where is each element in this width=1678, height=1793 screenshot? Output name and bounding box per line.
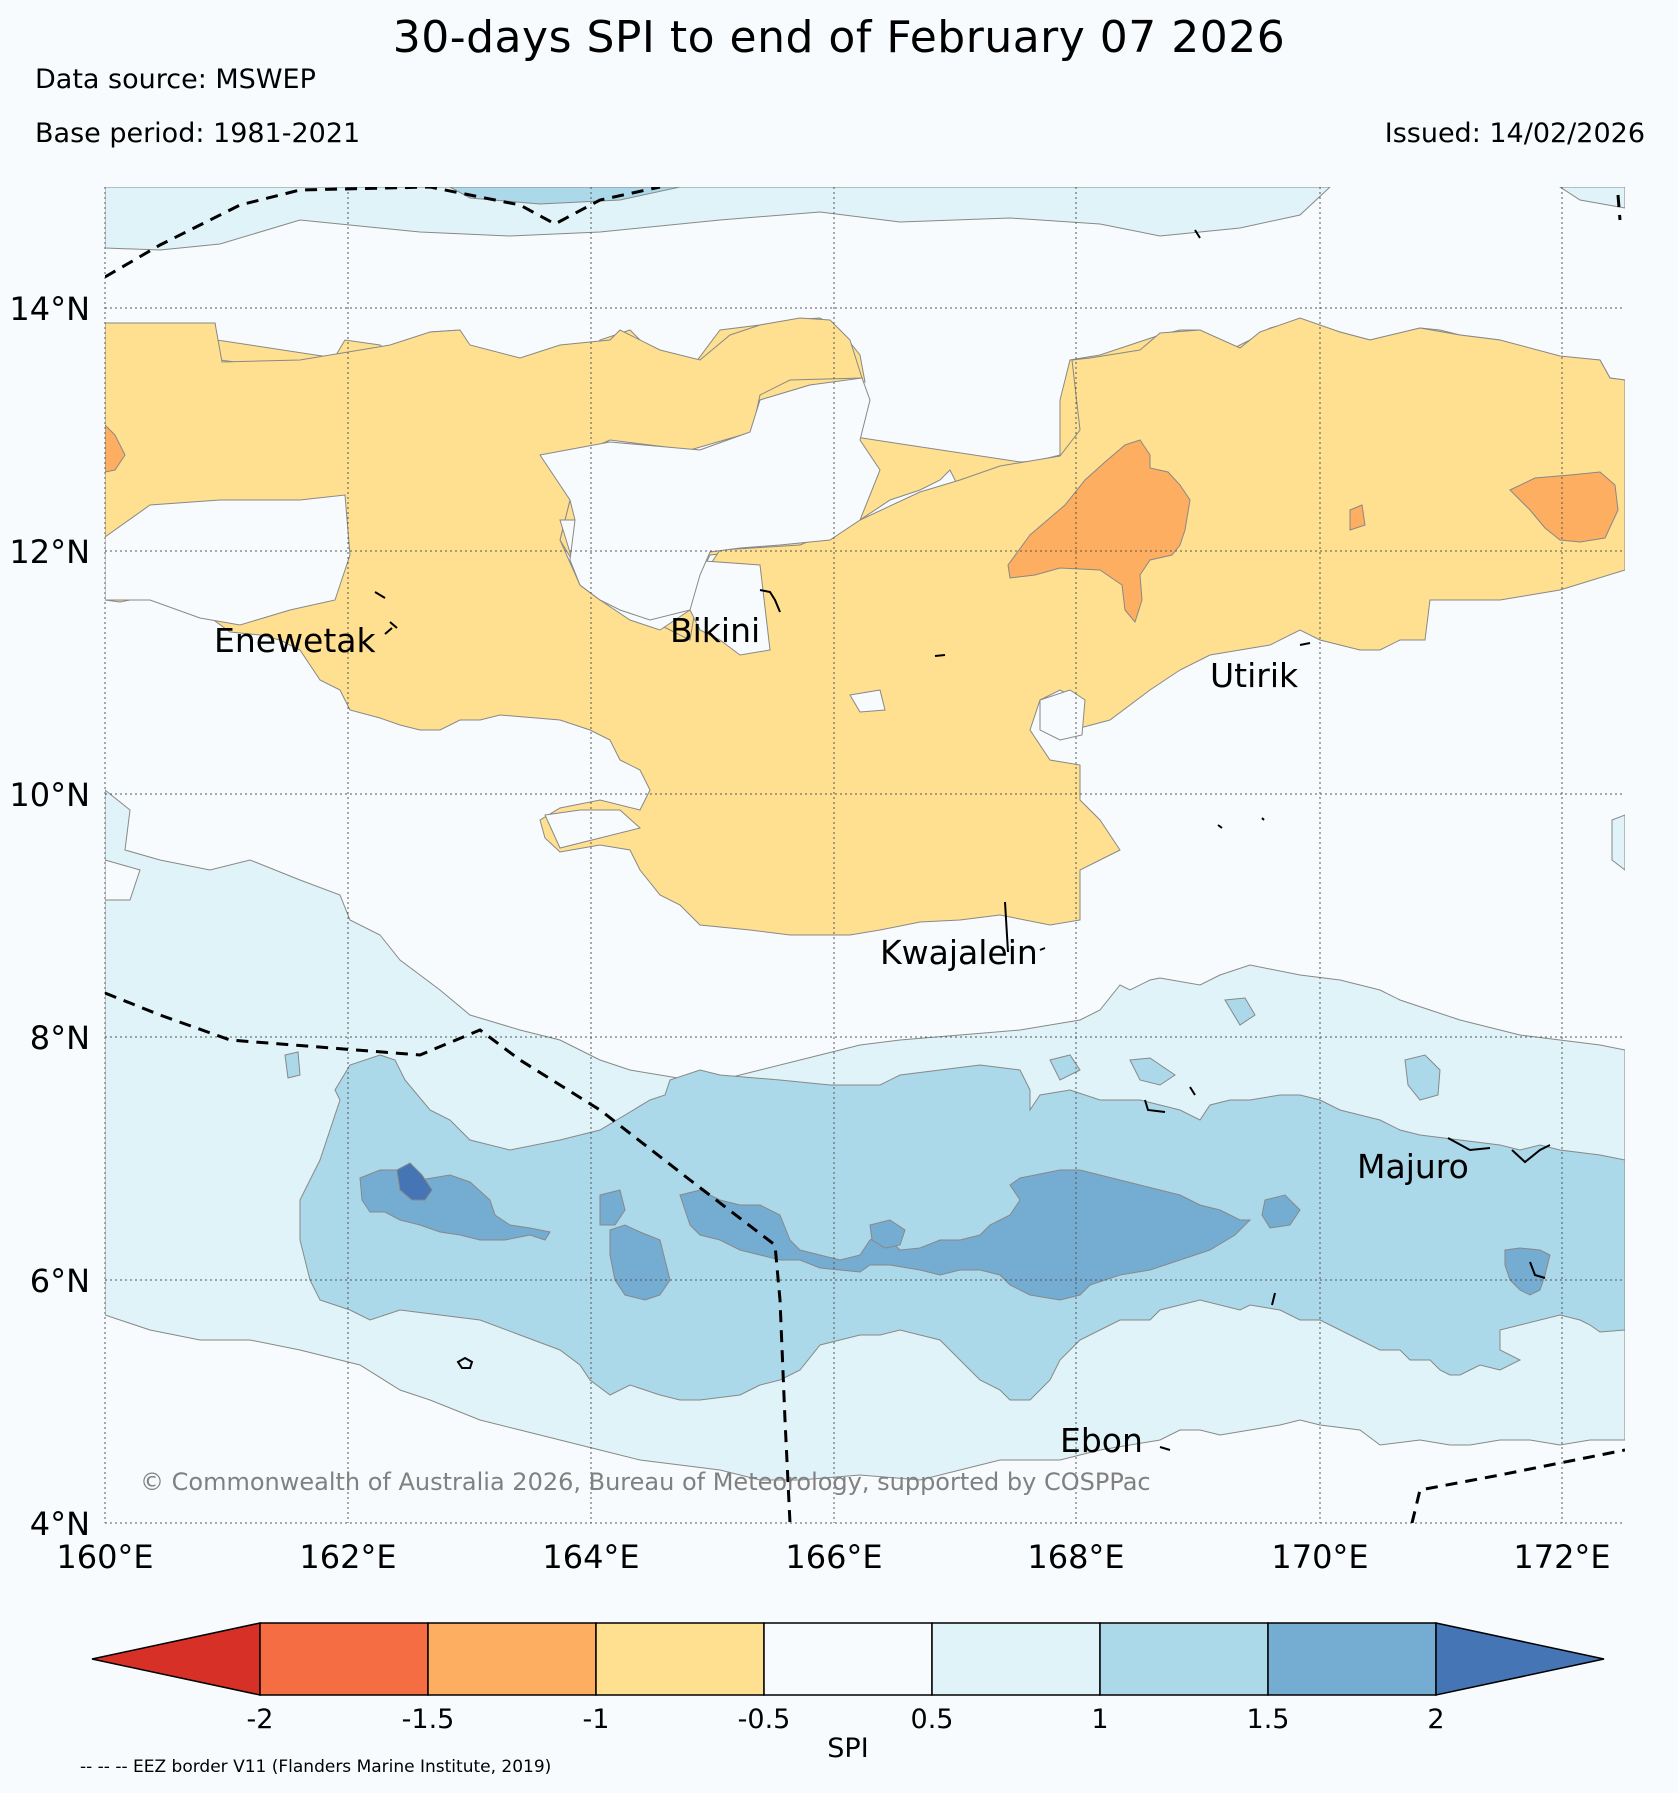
colorbar-segment-below-minus2: [91, 1622, 261, 1696]
lon-label-170: 170°E: [1271, 1538, 1368, 1576]
lon-label-160: 160°E: [56, 1538, 153, 1576]
colorbar-tick-minus1: -1: [583, 1704, 610, 1735]
colorbar: [91, 1622, 1605, 1696]
colorbar-segment-minus2-minus1.5: [259, 1622, 429, 1696]
place-label-ebon: Ebon: [1060, 1421, 1143, 1460]
place-label-kwajalein: Kwajalein: [880, 933, 1038, 972]
island-kwajalein-atoll: [1004, 901, 1046, 953]
island-atoll-misc-1: [1144, 1086, 1196, 1113]
island-atoll-misc-4: [1194, 229, 1265, 829]
island-ebon-outline: [1159, 1446, 1171, 1451]
wet-high-contour-top: [449, 187, 681, 205]
colorbar-segment-1-1.5: [1099, 1622, 1269, 1696]
copyright-notice: © Commonwealth of Australia 2026, Bureau…: [140, 1468, 1151, 1496]
colorbar-segment-minus1-minus0.5: [595, 1622, 765, 1696]
colorbar-label: SPI: [827, 1733, 868, 1764]
eez-border-north: [105, 187, 661, 279]
wet-high-patch-3: [1404, 1054, 1441, 1101]
lon-label-162: 162°E: [299, 1538, 396, 1576]
island-enewetak-outline: [374, 591, 398, 635]
lat-label-14: 14°N: [9, 290, 90, 328]
longitude-labels: 160°E 162°E 164°E 166°E 168°E 170°E 172°…: [56, 1538, 1610, 1576]
colorbar-tick-minus1.5: -1.5: [402, 1704, 455, 1735]
colorbar-segment-above-2: [1435, 1622, 1605, 1696]
latitude-labels: 4°N 6°N 8°N 10°N 12°N 14°N: [9, 290, 90, 1543]
wet-high-patch-4: [1224, 997, 1256, 1026]
island-atoll-misc-2: [1271, 1261, 1546, 1306]
colorbar-tick-1.5: 1.5: [1247, 1704, 1290, 1735]
wet-contour-topright: [1559, 187, 1625, 209]
dry-contour-central: [105, 317, 1625, 936]
place-label-bikini: Bikini: [670, 611, 760, 650]
issued-date-label: Issued: 14/02/2026: [1384, 118, 1645, 149]
wet-very-high-contour-mid2: [869, 1219, 906, 1249]
colorbar-tick-0.5: 0.5: [911, 1704, 954, 1735]
wet-very-high-contour-west: [609, 1224, 671, 1301]
colorbar-segment-minus1.5-minus1: [427, 1622, 597, 1696]
eez-border-south: [1410, 1448, 1625, 1523]
dry-severe-contour-small: [1349, 504, 1366, 531]
wet-very-high-contour-east: [1261, 1194, 1301, 1229]
lat-label-4: 4°N: [30, 1505, 90, 1543]
wet-very-high-contour-farright: [1504, 1247, 1551, 1296]
normal-pocket-marshall-w: [105, 859, 141, 901]
dry-severe-contour-right: [1509, 471, 1619, 543]
data-source-label: Data source: MSWEP: [35, 64, 316, 95]
eez-border-topright: [1616, 194, 1622, 221]
wet-extreme-contour: [396, 1162, 433, 1201]
island-outlines: [374, 229, 1551, 1451]
colorbar-tick-1: 1: [1091, 1704, 1108, 1735]
eez-border-west: [105, 991, 792, 1523]
wet-high-patch-2: [1129, 1057, 1176, 1086]
normal-pocket-lower-left: [544, 809, 642, 849]
place-label-majuro: Majuro: [1357, 1147, 1469, 1186]
lat-label-10: 10°N: [9, 776, 90, 814]
eez-borders: [105, 187, 1625, 1523]
place-label-enewetak: Enewetak: [214, 621, 377, 660]
colorbar-segment-1.5-2: [1267, 1622, 1437, 1696]
lat-label-8: 8°N: [30, 1019, 90, 1057]
place-labels: Enewetak Bikini Utirik Kwajalein Majuro …: [214, 611, 1469, 1460]
lat-label-12: 12°N: [9, 533, 90, 571]
wet-contour-right-edge: [1611, 814, 1625, 871]
colorbar-tick-minus0.5: -0.5: [738, 1704, 791, 1735]
normal-pocket-kwajalein-n: [1039, 689, 1086, 741]
island-majuro-outline: [1447, 1137, 1551, 1164]
colorbar-segment-minus0.5-0.5: [763, 1622, 933, 1696]
wet-high-patch-5: [284, 1051, 301, 1079]
colorbar-ticks: -2 -1.5 -1 -0.5 0.5 1 1.5 2 SPI: [247, 1704, 1445, 1764]
place-label-utirik: Utirik: [1210, 656, 1299, 695]
island-atoll-misc-3: [456, 1356, 474, 1369]
lon-label-164: 164°E: [542, 1538, 639, 1576]
island-utirik-outline: [1299, 642, 1311, 646]
base-period-label: Base period: 1981-2021: [35, 118, 361, 149]
normal-pocket-north: [539, 377, 881, 621]
gridlines: [104, 187, 1625, 1524]
island-kwajalein-outline: [934, 654, 946, 657]
lon-label-168: 168°E: [1027, 1538, 1124, 1576]
dry-severe-contour-center: [1007, 439, 1191, 624]
wet-very-high-contour-small1: [599, 1189, 626, 1226]
lon-label-166: 166°E: [785, 1538, 882, 1576]
colorbar-tick-minus2: -2: [247, 1704, 274, 1735]
dry-severe-contour-left: [105, 424, 126, 473]
map-title: 30-days SPI to end of February 07 2026: [392, 12, 1286, 63]
wet-high-patch-1: [1049, 1054, 1081, 1081]
wet-high-contour: [299, 1054, 1625, 1401]
island-bikini-outline: [759, 589, 781, 613]
lat-label-6: 6°N: [30, 1262, 90, 1300]
lon-label-172: 172°E: [1513, 1538, 1610, 1576]
colorbar-segment-0.5-1: [931, 1622, 1101, 1696]
eez-footnote: -- -- -- EEZ border V11 (Flanders Marine…: [80, 1757, 552, 1777]
colorbar-tick-2: 2: [1427, 1704, 1444, 1735]
normal-pocket-middle: [849, 689, 886, 713]
spi-contour-layer: [105, 187, 1625, 1481]
wet-very-high-contour-mid: [679, 1169, 1252, 1301]
wet-contour-top: [105, 187, 1331, 251]
normal-pocket-left: [105, 494, 351, 626]
